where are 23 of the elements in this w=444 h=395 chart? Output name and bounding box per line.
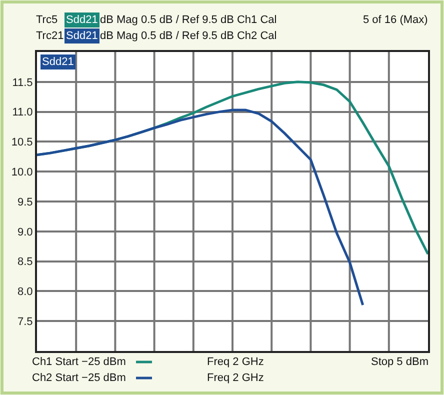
annotation: Sdd21	[42, 56, 74, 68]
line-series	[37, 108, 364, 306]
text: Stop 5 dBm	[371, 356, 428, 368]
text: Trc21	[36, 30, 64, 42]
legend-label: Ch2 Start −25 dBm	[32, 372, 126, 384]
y-tick-label: 9.0	[18, 226, 33, 238]
text: 5 of 16 (Max)	[363, 14, 428, 26]
text: Sdd21	[66, 30, 98, 42]
y-tick-label: 10.5	[11, 136, 33, 149]
text: Trc5	[36, 14, 58, 26]
legend-label: Ch1 Start −25 dBm	[32, 356, 126, 368]
text: dB Mag 0.5 dB / Ref 9.5 dB Ch1 Cal	[100, 14, 277, 26]
text: dB Mag 0.5 dB / Ref 9.5 dB Ch2 Cal	[100, 30, 277, 42]
y-tick-label: 7.5	[18, 316, 33, 328]
text: Freq 2 GHz	[207, 372, 264, 384]
y-tick-label: 9.5	[18, 196, 33, 208]
text: Sdd21	[66, 14, 98, 26]
y-tick-label: 8.0	[18, 286, 33, 298]
text: Freq 2 GHz	[207, 356, 264, 368]
y-tick-label: 11.0	[12, 106, 33, 119]
y-tick-label: 10.0	[11, 166, 33, 178]
y-tick-label: 8.5	[18, 256, 33, 268]
y-tick-label: 11.5	[12, 76, 33, 89]
